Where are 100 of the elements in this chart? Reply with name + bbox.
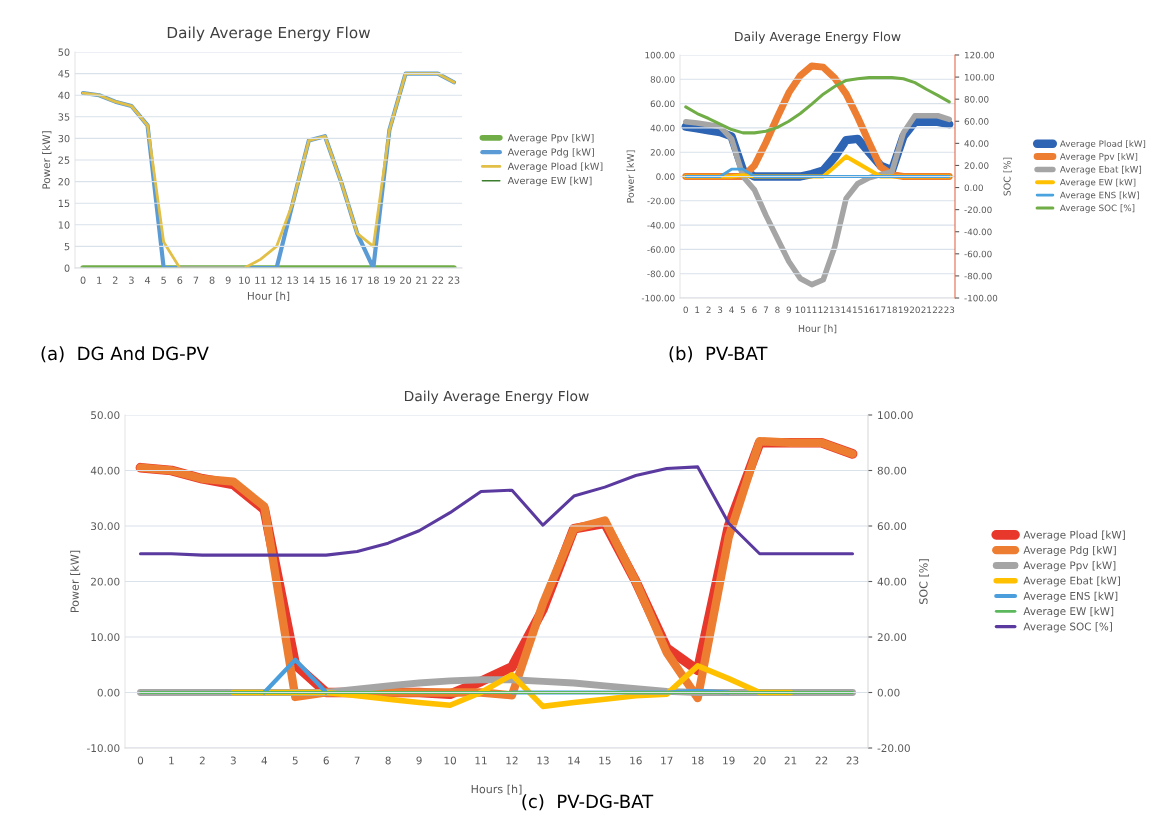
y-tick-label: 45 (58, 70, 70, 78)
x-tick-label: 0 (683, 306, 688, 314)
x-tick-label: 11 (475, 756, 487, 765)
x-tick-label: 7 (763, 306, 768, 313)
x-tick-label: 23 (448, 276, 460, 284)
x-tick-label: 20 (909, 306, 920, 314)
chart-title: Daily Average Energy Flow (167, 26, 371, 42)
x-tick-label: 5 (292, 756, 298, 765)
x-tick-label: 6 (752, 306, 757, 314)
y2-axis-title: SOC [%] (919, 559, 929, 604)
y-tick-label: 100.00 (645, 51, 675, 59)
x-tick-label: 2 (112, 276, 118, 284)
x-tick-label: 4 (729, 306, 734, 313)
y-tick-label: -60.00 (647, 246, 675, 253)
legend-label: Average EW [kW] (1023, 607, 1114, 618)
text: (c) PV-DG-BAT (522, 794, 654, 811)
y-tick-label: 40.00 (90, 466, 120, 475)
y-tick-label: 0 (64, 264, 70, 272)
x-tick-label: 0 (80, 276, 86, 284)
x-tick-label: 22 (432, 276, 444, 284)
x-tick-label: 6 (323, 756, 329, 765)
y2-tick-label: -80.00 (964, 272, 992, 280)
y-axis-title: Power [kW] (42, 131, 52, 189)
x-tick-label: 17 (352, 276, 363, 284)
legend-label: Average Pdg [kW] (507, 148, 594, 158)
x-tick-label: 1 (695, 306, 700, 313)
y2-tick-label: 60.00 (964, 118, 989, 125)
legend-label: Average Ppv [kW] (507, 133, 594, 144)
y-tick-label: -100.00 (641, 294, 675, 302)
x-tick-label: 15 (319, 276, 331, 284)
y-tick-label: -40.00 (647, 221, 675, 229)
line-series (138, 465, 855, 557)
y2-tick-label: 120.00 (964, 51, 995, 59)
x-tick-label: 2 (706, 306, 711, 313)
y-tick-label: -80.00 (647, 270, 675, 278)
y-tick-label: 30.00 (91, 522, 120, 531)
y-tick-label: -10.00 (87, 744, 120, 753)
x-tick-label: 9 (786, 306, 792, 314)
x-tick-label: 5 (740, 306, 746, 314)
y2-tick-label: 100.00 (878, 411, 913, 420)
y2-tick-label: -20.00 (964, 206, 992, 214)
y-tick-label: 60.00 (650, 100, 675, 108)
x-tick-label: 16 (630, 756, 642, 765)
x-tick-label: 10 (239, 276, 250, 284)
x-tick-label: 16 (335, 276, 347, 284)
x-tick-label: 16 (864, 306, 875, 314)
y2-tick-label: -40.00 (964, 228, 992, 236)
x-tick-label: 20 (400, 276, 412, 284)
x-tick-label: 21 (921, 306, 932, 313)
x-tick-label: 8 (209, 276, 215, 284)
x-tick-label: 18 (887, 306, 897, 314)
y2-tick-label: 0.00 (964, 184, 983, 191)
x-tick-label: 11 (255, 276, 266, 284)
y-tick-label: 20.00 (650, 149, 675, 156)
y2-tick-label: 40.00 (964, 140, 989, 147)
x-axis-title: Hours [h] (471, 784, 522, 795)
x-tick-label: 12 (271, 276, 282, 284)
y-tick-label: 20.00 (91, 577, 120, 586)
y2-tick-label: -60.00 (964, 250, 992, 258)
y2-tick-label: 20.00 (964, 162, 989, 169)
x-tick-label: 23 (944, 306, 955, 314)
x-tick-label: 15 (853, 306, 863, 314)
y-tick-label: 25 (58, 156, 70, 164)
x-tick-label: 3 (230, 756, 236, 765)
x-tick-label: 18 (692, 756, 704, 765)
y-tick-label: 50.00 (91, 411, 120, 420)
x-tick-label: 0 (137, 756, 144, 765)
x-tick-label: 10 (795, 306, 806, 314)
x-tick-label: 1 (97, 276, 102, 284)
x-tick-label: 4 (261, 756, 268, 765)
y2-tick-label: -100.00 (964, 294, 998, 302)
x-tick-label: 20 (753, 756, 766, 765)
x-tick-label: 6 (177, 276, 183, 284)
x-tick-label: 17 (661, 756, 673, 765)
x-tick-label: 3 (129, 276, 134, 284)
x-tick-label: 9 (416, 756, 422, 765)
text: (b) PV-BAT (669, 346, 768, 363)
legend-label: Average Pload [kW] (507, 162, 603, 172)
legend-label: Average Ebat [kW] (1059, 165, 1142, 175)
legend-label: Average EW [kW] (507, 176, 592, 187)
x-tick-label: 13 (287, 276, 299, 284)
x-tick-label: 18 (368, 276, 379, 284)
y-tick-label: 40 (58, 91, 70, 100)
x-tick-label: 12 (506, 756, 518, 765)
y-tick-label: 15 (58, 199, 70, 208)
y2-tick-label: -20.00 (877, 744, 910, 753)
legend-label: Average ENS [kW] (1023, 591, 1118, 602)
x-tick-label: 15 (599, 756, 611, 765)
y-tick-label: 30 (58, 134, 70, 143)
legend-label: Average Pdg [kW] (1023, 545, 1116, 556)
x-tick-label: 7 (193, 276, 199, 284)
y2-tick-label: 100.00 (964, 73, 995, 81)
x-tick-label: 14 (303, 276, 315, 284)
y-tick-label: 80.00 (650, 76, 675, 83)
y-tick-label: 0.00 (656, 173, 675, 180)
line-series (683, 154, 952, 179)
legend-label: Average EW [kW] (1059, 178, 1136, 188)
y-tick-label: 50 (58, 48, 70, 56)
y-tick-label: 5 (64, 243, 70, 251)
legend-label: Average Ppv [kW] (1023, 561, 1116, 572)
